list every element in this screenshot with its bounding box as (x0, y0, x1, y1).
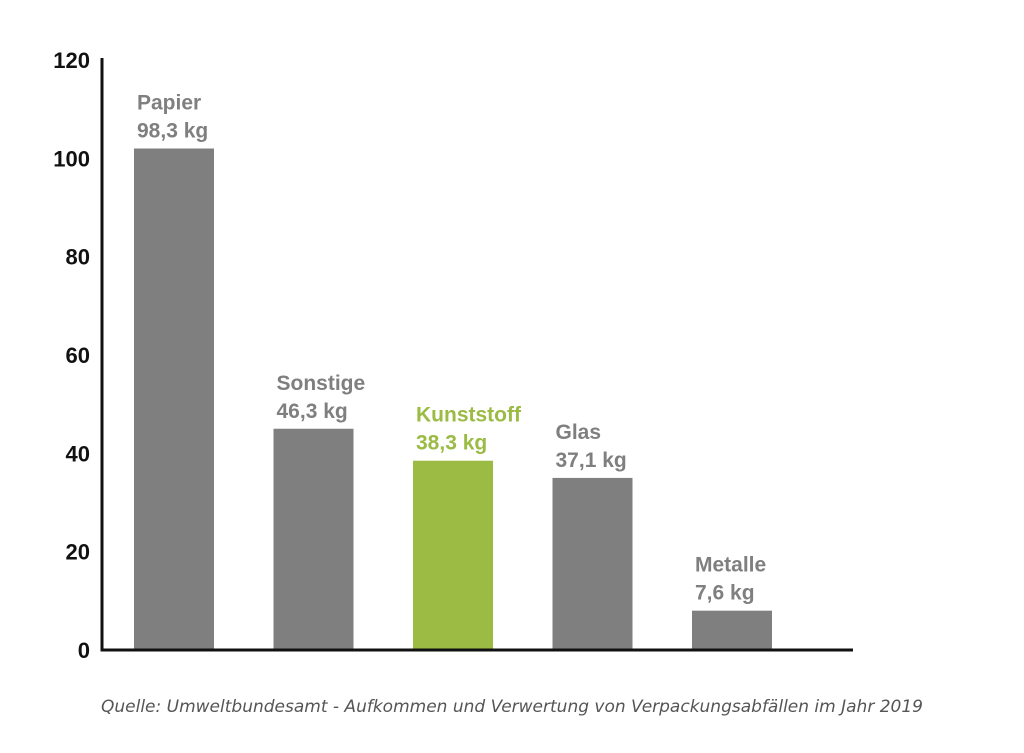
bar-category-label: Metalle (695, 554, 766, 577)
bar-category-label: Papier (137, 92, 201, 115)
bar-labels-group: Papier 98,3 kg Sonstige 46,3 kg Kunststoff 38… (137, 92, 766, 605)
y-tick-label: 100 (53, 146, 90, 171)
bar-category-label: Glas (556, 421, 602, 444)
y-tick-label: 20 (66, 540, 90, 565)
bar-glas (552, 477, 633, 650)
bars-group (134, 148, 772, 650)
y-tick-label: 40 (66, 441, 90, 466)
bar-value-label: 98,3 kg (137, 120, 208, 143)
bar-category-label: Sonstige (277, 372, 366, 395)
bar-value-label: 46,3 kg (277, 400, 348, 423)
bar-value-label: 7,6 kg (695, 582, 755, 605)
bar-category-label: Kunststoff (416, 404, 522, 427)
bar-value-label: 38,3 kg (416, 432, 487, 455)
y-tick-label: 0 (78, 638, 90, 663)
bar-papier (134, 148, 214, 650)
bar-sonstige (273, 428, 354, 650)
y-tick-label: 60 (66, 343, 90, 368)
y-axis-ticks: 0 20 40 60 80 100 120 (53, 48, 90, 663)
y-tick-label: 80 (66, 245, 90, 270)
source-caption: Quelle: Umweltbundesamt - Aufkommen und … (101, 697, 923, 717)
bar-metalle (692, 610, 772, 650)
bar-kunststoff (413, 460, 493, 650)
y-tick-label: 120 (53, 48, 90, 73)
bar-value-label: 37,1 kg (556, 449, 627, 472)
